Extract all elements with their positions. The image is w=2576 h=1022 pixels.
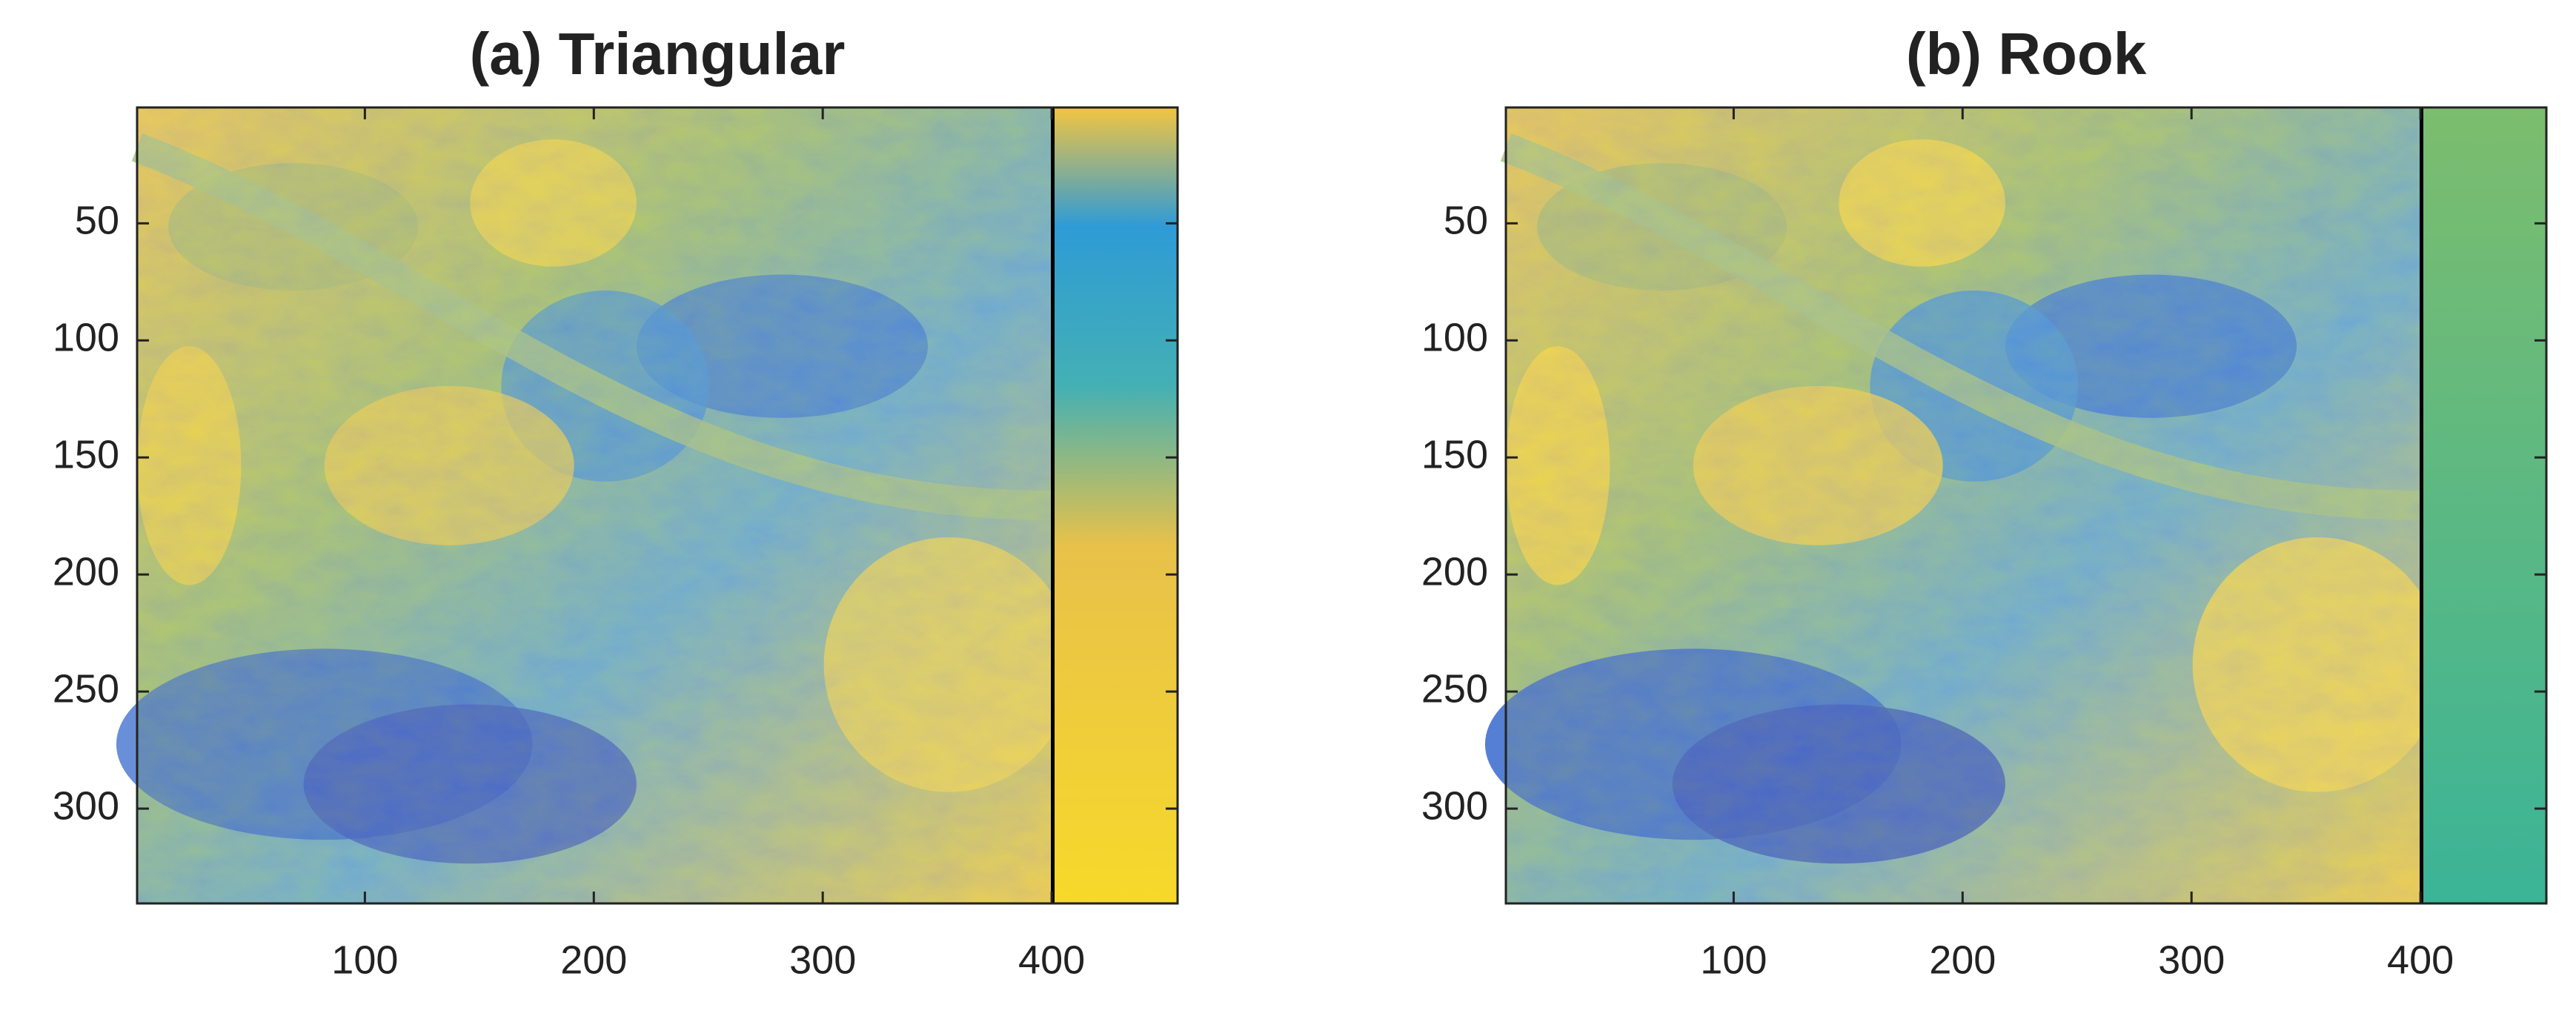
texture [137,107,1053,903]
axes-frame [136,106,1179,905]
axes-frame [1504,106,2548,905]
x-tick-label: 100 [331,938,398,982]
y-tick-label: 50 [75,199,119,243]
chart-title: (a) Triangular [470,21,846,87]
x-tick-label: 400 [2387,938,2454,982]
y-tick-label: 300 [1421,783,1488,828]
y-tick-label: 250 [1421,666,1488,711]
panel: (b) Rook 100 200 300 400 50 100 150 200 250 300 [1421,21,2548,982]
y-tick-label: 100 [53,316,119,360]
x-tick-label: 300 [2158,938,2225,982]
x-tick-label: 300 [789,938,856,982]
y-tick-label: 200 [53,549,119,594]
y-tick-label: 150 [53,433,119,477]
y-tick-label: 250 [53,666,119,711]
image-strip [2421,107,2546,903]
image-strip [1052,107,1178,903]
y-tick-label: 150 [1421,433,1488,477]
y-tick-label: 100 [1421,316,1488,360]
x-tick-label: 200 [560,938,627,982]
y-tick-label: 200 [1421,549,1488,594]
x-tick-label: 100 [1700,938,1767,982]
panel: (a) Triangular 100 200 300 400 50 100 150 200 250… [53,21,1179,982]
x-tick-label: 200 [1929,938,1996,982]
y-tick-label: 50 [1444,199,1488,243]
y-tick-label: 300 [53,783,119,828]
texture [1506,107,2422,903]
x-tick-label: 400 [1018,938,1085,982]
chart-title: (b) Rook [1906,21,2147,87]
